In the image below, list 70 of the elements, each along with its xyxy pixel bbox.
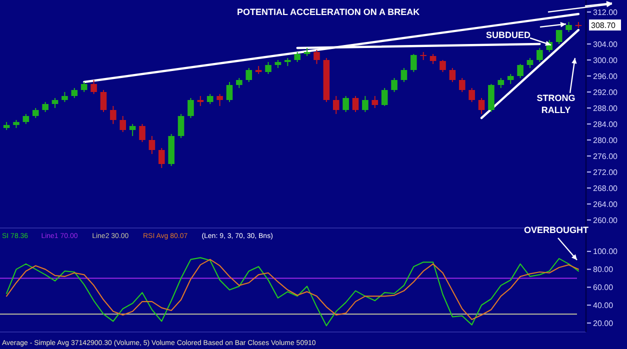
candlestick bbox=[458, 78, 466, 92]
candlestick bbox=[158, 148, 165, 168]
y-tick-label: 304.00 bbox=[593, 40, 618, 49]
y-tick-label: 60.00 bbox=[593, 283, 614, 292]
y-tick-label: 284.00 bbox=[593, 120, 618, 129]
candlestick bbox=[148, 136, 156, 154]
candlestick bbox=[265, 62, 272, 74]
candlestick bbox=[362, 96, 368, 112]
y-tick-label: 40.00 bbox=[593, 300, 614, 310]
candlestick bbox=[507, 74, 514, 84]
candlestick bbox=[129, 124, 136, 136]
y-tick-label: 312.00 bbox=[593, 8, 618, 17]
y-tick-label: 80.00 bbox=[593, 265, 614, 274]
candlestick bbox=[90, 80, 97, 94]
candlestick bbox=[440, 60, 446, 72]
candlestick bbox=[478, 98, 485, 114]
candlestick bbox=[430, 54, 436, 64]
candlestick bbox=[468, 88, 475, 102]
candlestick bbox=[197, 96, 204, 106]
annotation: SUBDUED bbox=[486, 30, 532, 40]
candlestick bbox=[381, 88, 388, 106]
candlestick bbox=[188, 98, 194, 118]
candlestick bbox=[314, 50, 320, 64]
candlestick bbox=[42, 102, 48, 112]
candlestick bbox=[449, 68, 456, 82]
candlestick bbox=[246, 68, 252, 82]
annotation: POTENTIAL ACCELERATION ON A BREAK bbox=[237, 7, 420, 17]
y-tick-label: 264.00 bbox=[593, 200, 618, 209]
candlestick bbox=[236, 78, 242, 88]
y-tick-label: 296.00 bbox=[593, 72, 618, 81]
y-tick-label: 268.00 bbox=[593, 184, 618, 193]
text: 308.70 bbox=[591, 20, 616, 30]
candlestick bbox=[120, 116, 126, 132]
candlestick bbox=[556, 30, 562, 44]
candlestick bbox=[410, 54, 417, 72]
candlestick bbox=[342, 96, 349, 112]
annotation: OVERBOUGHT bbox=[524, 225, 590, 235]
candlestick bbox=[139, 124, 146, 142]
candlestick bbox=[62, 92, 68, 102]
y-tick-label: 288.00 bbox=[593, 104, 618, 113]
candlestick bbox=[352, 96, 359, 112]
candlestick bbox=[372, 96, 378, 108]
candlestick bbox=[332, 96, 340, 114]
candlestick bbox=[206, 94, 214, 104]
y-tick-label: 292.00 bbox=[593, 88, 618, 97]
candlestick bbox=[110, 106, 116, 124]
y-tick-label: 300.00 bbox=[593, 56, 618, 65]
y-tick-label: 276.00 bbox=[593, 152, 618, 161]
candlestick bbox=[391, 78, 398, 92]
y-tick-label: 100.00 bbox=[593, 247, 618, 256]
candlestick bbox=[52, 98, 58, 108]
candlestick bbox=[294, 52, 300, 62]
candlestick bbox=[22, 114, 30, 124]
candlestick bbox=[216, 94, 223, 106]
candlestick bbox=[526, 58, 534, 68]
y-tick-label: 272.00 bbox=[593, 168, 618, 177]
candlestick bbox=[498, 78, 504, 88]
y-tick-label: 260.00 bbox=[593, 216, 618, 225]
annotation: STRONG RALLY bbox=[536, 93, 576, 115]
candlestick bbox=[71, 88, 78, 98]
candlestick bbox=[178, 114, 184, 138]
candlestick bbox=[100, 90, 107, 112]
y-tick-label: 280.00 bbox=[593, 136, 618, 145]
candlestick bbox=[226, 82, 233, 102]
candlestick bbox=[80, 82, 88, 92]
y-tick-label: 20.00 bbox=[593, 318, 614, 328]
candlestick bbox=[517, 64, 524, 78]
candlestick bbox=[32, 108, 39, 118]
candlestick bbox=[536, 48, 543, 62]
candlestick bbox=[400, 68, 408, 82]
